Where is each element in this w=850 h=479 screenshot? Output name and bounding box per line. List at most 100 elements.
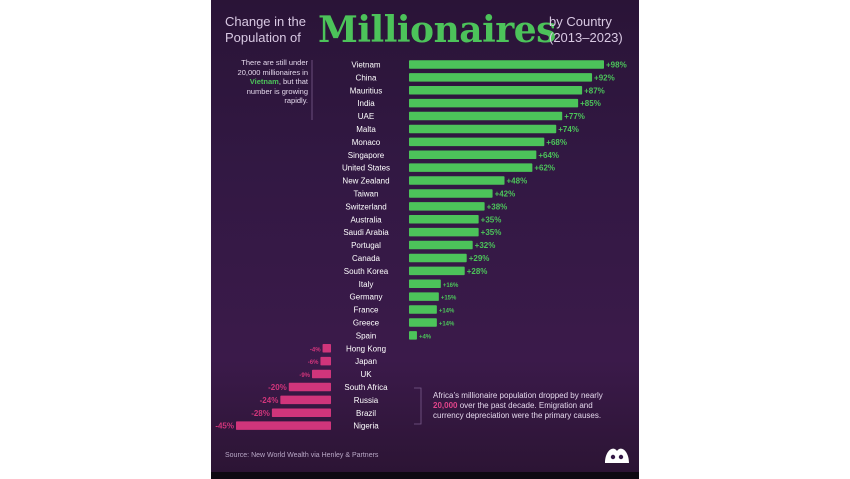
bar [409,215,479,224]
category-label: Switzerland [345,202,386,211]
value-label: +98% [606,60,627,69]
bar [409,189,493,198]
bar [409,305,437,314]
bar [409,60,604,69]
category-label: Vietnam [351,60,381,69]
category-label: France [354,306,379,315]
value-label: -20% [268,383,287,392]
value-label: -28% [251,409,270,418]
category-label: Canada [352,254,381,263]
vietnam-annotation-highlight: Vietnam [249,77,279,87]
bar [409,266,465,276]
value-label: +35% [481,228,502,237]
bar [409,292,439,301]
value-label: +74% [558,125,579,134]
value-label: +87% [584,86,605,95]
category-label: Brazil [356,409,376,418]
value-label: +48% [507,177,528,186]
value-label: +77% [564,112,585,121]
value-label: +38% [487,202,508,211]
header-line1-left: Change in the [225,14,306,29]
bar [409,86,583,95]
value-label: +4% [419,334,432,340]
bar [271,408,331,417]
bar [409,98,579,108]
category-label: Germany [350,293,383,302]
bar [288,382,331,392]
value-label: -24% [260,396,279,405]
page-title: Millionaires [318,9,556,51]
category-label: Malta [356,125,376,134]
category-label: New Zealand [342,177,389,186]
category-label: Taiwan [354,189,379,198]
category-label: Saudi Arabia [343,228,389,237]
bar [409,240,473,250]
value-label: +32% [475,241,496,250]
bar [409,253,467,263]
category-label: Mauritius [350,86,382,95]
infographic-poster: Change in the Population of Millionaires… [211,0,639,479]
footer-strip [211,472,639,479]
value-label: +35% [481,215,502,224]
category-label: Singapore [348,151,385,160]
source-text: Source: New World Wealth via Henley & Pa… [225,452,379,459]
category-label: India [357,99,375,108]
value-label: -9% [299,373,310,379]
category-label: Hong Kong [346,344,386,353]
value-label: +92% [594,73,615,82]
bar [409,227,479,237]
value-label: +62% [534,164,555,173]
bar [409,73,593,82]
header-line1-right: by Country [549,14,612,29]
africa-annotation-bracket [414,387,422,425]
category-label: Japan [355,357,377,366]
bar [236,421,331,430]
category-label: Portugal [351,241,381,250]
value-label: +29% [469,254,490,263]
bar-chart: Vietnam +98% China +92% Mauritius +87% India +8… [215,60,627,431]
category-label: Monaco [352,138,381,147]
category-label: UAE [358,112,374,121]
category-label: South Africa [344,383,388,392]
value-label: +28% [467,267,488,276]
africa-annotation-highlight: 20,000 [433,401,458,410]
value-label: +64% [538,151,559,160]
bar [409,331,417,340]
bar [409,176,505,185]
bar [409,111,563,121]
vietnam-annotation-pre: There are still under 20,000 millionaire… [237,58,308,77]
bar [322,344,331,353]
value-label: +15% [441,296,457,302]
value-label: +16% [443,283,459,289]
header-line2-right: (2013–2023) [549,30,623,45]
africa-annotation-pre: Africa’s millionaire population dropped … [433,391,603,400]
value-label: +42% [495,189,516,198]
vietnam-annotation-post: , but that number is growing rapidly. [246,77,308,106]
value-label: -4% [310,347,321,353]
category-label: Nigeria [353,422,379,431]
value-label: +14% [439,309,455,315]
category-label: South Korea [344,267,389,276]
category-label: UK [360,370,372,379]
bar [320,356,331,366]
brand-logo-icon [605,448,629,463]
africa-annotation: Africa’s millionaire population dropped … [433,391,623,421]
value-label: +85% [580,99,601,108]
bar [409,137,545,147]
bar [409,163,533,172]
category-label: China [356,73,377,82]
value-label: -6% [308,360,319,366]
category-label: Australia [350,215,382,224]
category-label: Russia [354,396,379,405]
vietnam-annotation: There are still under 20,000 millionaire… [231,58,308,106]
value-label: +14% [439,321,455,327]
category-label: Spain [356,331,376,340]
category-label: Italy [359,280,374,289]
category-label: Greece [353,318,380,327]
bar [409,318,437,327]
africa-annotation-post: over the past decade. Emigration and cur… [433,401,602,420]
bar [409,150,537,159]
bar [409,279,441,288]
value-label: +68% [546,138,567,147]
bar [409,202,485,211]
